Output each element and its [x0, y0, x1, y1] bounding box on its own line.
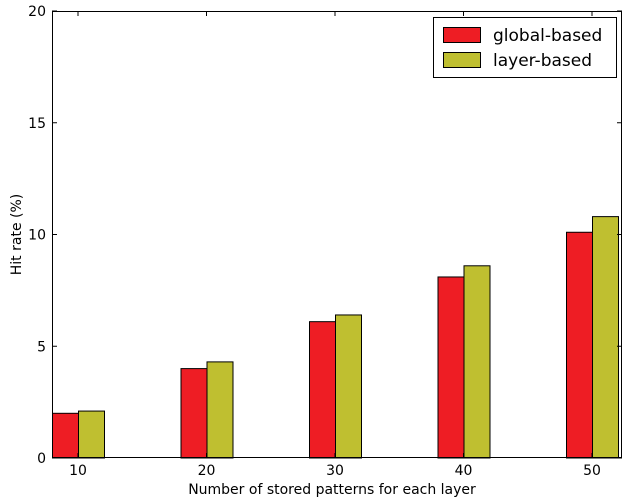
- x-tick-label: 20: [198, 463, 216, 479]
- bar-layer-based-20: [206, 361, 234, 459]
- bar-layer-based-50: [592, 216, 619, 459]
- bar-layer-based-40: [463, 265, 491, 459]
- x-tick-label: 30: [326, 463, 344, 479]
- y-tick-label: 0: [37, 451, 46, 467]
- bars-layer: [52, 216, 619, 459]
- y-tick-label: 5: [37, 339, 46, 355]
- legend-swatch-layer-based: [443, 52, 481, 68]
- legend-swatch-global-based: [443, 27, 481, 43]
- bar-global-based-20: [180, 368, 208, 459]
- ticks-layer: 0 5 10 15 20 10 20 30 40 50: [28, 4, 622, 479]
- legend: global-based layer-based: [433, 17, 617, 78]
- legend-label-global-based: global-based: [493, 26, 602, 46]
- y-tick-label: 20: [28, 4, 46, 20]
- bar-layer-based-10: [78, 410, 105, 459]
- x-tick-label: 50: [583, 463, 601, 479]
- x-tick-label: 10: [69, 463, 87, 479]
- bar-global-based-40: [437, 276, 465, 459]
- y-axis-label: Hit rate (%): [9, 194, 25, 275]
- bar-global-based-10: [52, 412, 79, 459]
- y-tick-label: 10: [28, 228, 46, 244]
- y-tick-label: 15: [28, 116, 46, 132]
- x-tick-label: 40: [455, 463, 473, 479]
- x-axis-label: Number of stored patterns for each layer: [188, 482, 476, 498]
- legend-label-layer-based: layer-based: [493, 51, 592, 71]
- bar-global-based-30: [309, 321, 336, 459]
- bar-global-based-50: [566, 231, 593, 459]
- bar-layer-based-30: [335, 314, 362, 459]
